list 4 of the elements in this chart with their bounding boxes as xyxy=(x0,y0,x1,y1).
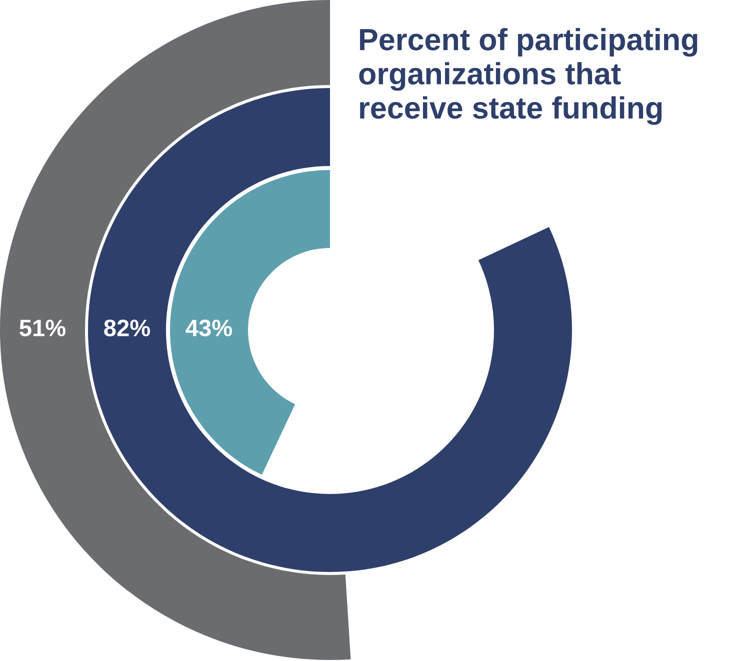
data-label: 43% xyxy=(186,320,232,336)
data-label: 82% xyxy=(104,320,150,336)
data-label: 51% xyxy=(20,320,66,336)
text: Percent of participating organizations that receive state funding xyxy=(359,28,698,125)
